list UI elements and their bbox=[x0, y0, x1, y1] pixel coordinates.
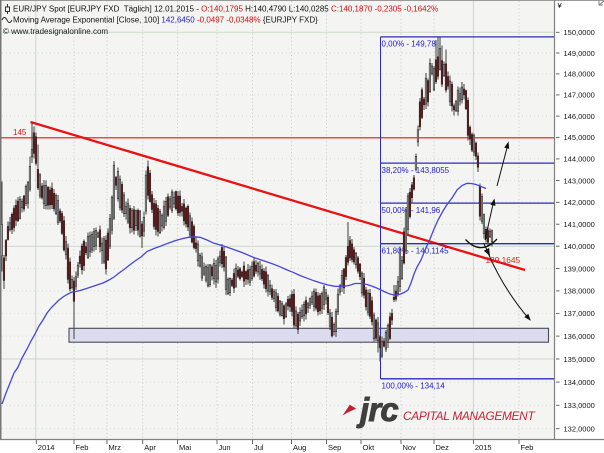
svg-text:CAPITAL MANAGEMENT: CAPITAL MANAGEMENT bbox=[403, 409, 535, 423]
svg-text:¥: ¥ bbox=[558, 1, 563, 10]
svg-text:Okt: Okt bbox=[363, 443, 376, 452]
svg-text:61,80% - 140,1145: 61,80% - 140,1145 bbox=[382, 247, 450, 256]
svg-text:147,0000: 147,0000 bbox=[564, 91, 595, 100]
svg-text:139,1645: 139,1645 bbox=[486, 255, 521, 265]
svg-text:Dez: Dez bbox=[436, 443, 450, 452]
svg-text:144,0000: 144,0000 bbox=[564, 155, 595, 164]
svg-text:142,0000: 142,0000 bbox=[564, 198, 595, 207]
svg-text:139,0000: 139,0000 bbox=[564, 264, 595, 273]
svg-text:Jun: Jun bbox=[219, 443, 231, 452]
svg-text:0,00% - 149,78: 0,00% - 149,78 bbox=[382, 40, 437, 49]
svg-text:Feb: Feb bbox=[521, 443, 534, 452]
svg-text:136,0000: 136,0000 bbox=[564, 332, 595, 341]
svg-text:148,0000: 148,0000 bbox=[564, 70, 595, 79]
svg-text:145,0000: 145,0000 bbox=[564, 133, 595, 142]
svg-text:140,0000: 140,0000 bbox=[564, 242, 595, 251]
svg-text:Mai: Mai bbox=[179, 443, 191, 452]
svg-text:Aug: Aug bbox=[293, 443, 306, 452]
svg-text:146,0000: 146,0000 bbox=[564, 112, 595, 121]
svg-text:© www.tradesignalonline.com: © www.tradesignalonline.com bbox=[3, 27, 108, 36]
svg-text:145: 145 bbox=[13, 128, 27, 137]
svg-text:150,0000: 150,0000 bbox=[564, 28, 595, 37]
svg-text:138,0000: 138,0000 bbox=[564, 287, 595, 296]
svg-text:Sep: Sep bbox=[328, 443, 341, 452]
svg-text:EUR/JPY Spot [EURJPY FXD Tägl: EUR/JPY Spot [EURJPY FXD Täglich] 12.01.… bbox=[13, 5, 438, 14]
svg-text:Nov: Nov bbox=[403, 443, 417, 452]
svg-text:Apr: Apr bbox=[144, 443, 156, 452]
svg-text:2014: 2014 bbox=[38, 443, 55, 452]
svg-text:Jul: Jul bbox=[254, 443, 264, 452]
svg-text:143,0000: 143,0000 bbox=[564, 176, 595, 185]
svg-text:149,0000: 149,0000 bbox=[564, 49, 595, 58]
svg-text:137,0000: 137,0000 bbox=[564, 309, 595, 318]
svg-text:Feb: Feb bbox=[76, 443, 89, 452]
svg-text:50,00% - 141,96: 50,00% - 141,96 bbox=[382, 206, 441, 215]
svg-text:2015: 2015 bbox=[475, 443, 492, 452]
svg-text:134,0000: 134,0000 bbox=[564, 378, 595, 387]
svg-text:135,0000: 135,0000 bbox=[564, 355, 595, 364]
svg-text:100,00% - 134,14: 100,00% - 134,14 bbox=[382, 382, 446, 391]
svg-text:133,0000: 133,0000 bbox=[564, 401, 595, 410]
svg-text:Moving Average Exponential [Cl: Moving Average Exponential [Close, 100] … bbox=[13, 16, 318, 25]
svg-text:132,0000: 132,0000 bbox=[564, 425, 595, 434]
svg-text:141,0000: 141,0000 bbox=[564, 220, 595, 229]
svg-text:jrc: jrc bbox=[356, 391, 398, 428]
svg-text:Mrz: Mrz bbox=[109, 443, 122, 452]
